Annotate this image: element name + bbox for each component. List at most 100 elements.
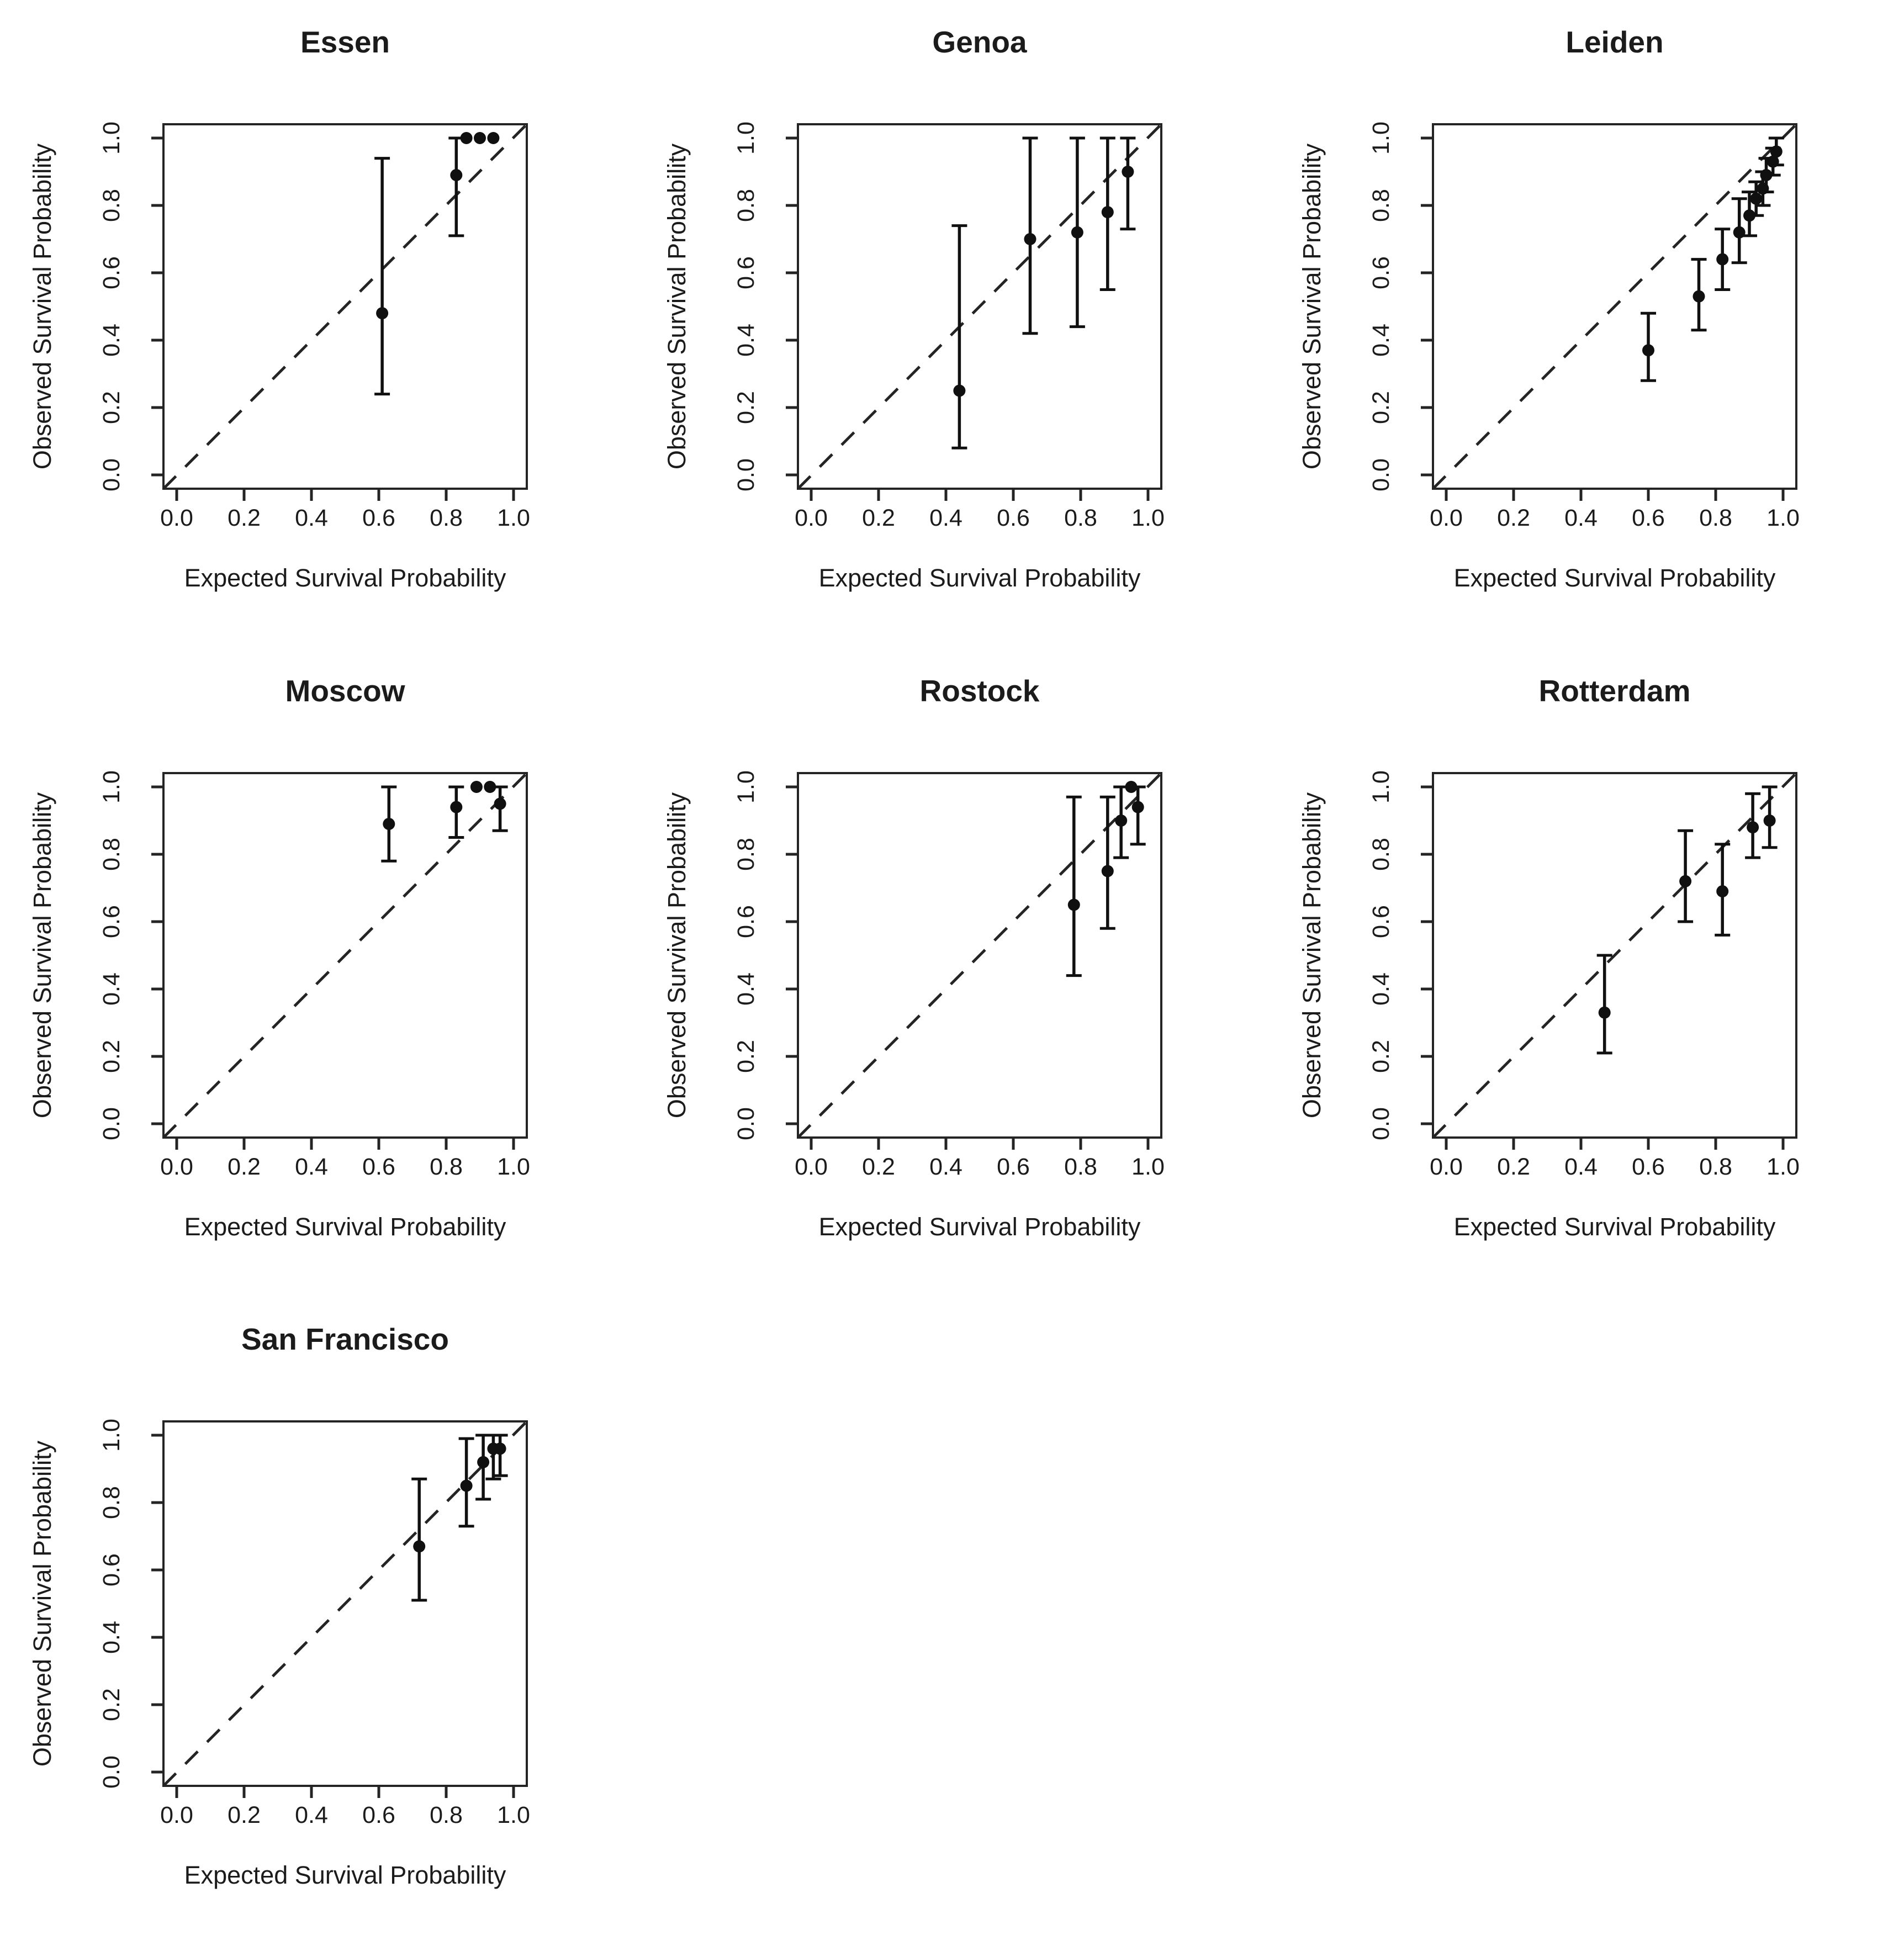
y-tick-label: 0.6	[98, 1553, 125, 1587]
x-tick-label: 0.6	[1632, 505, 1665, 531]
y-tick-label: 0.2	[98, 1688, 125, 1721]
identity-line	[162, 772, 528, 1139]
y-tick-label: 0.0	[1368, 458, 1394, 491]
data-point	[1750, 192, 1763, 205]
y-tick-label: 0.6	[98, 905, 125, 938]
y-tick-label: 0.6	[1368, 256, 1394, 289]
data-point	[1679, 875, 1692, 887]
y-tick-label: 1.0	[98, 770, 125, 803]
identity-line	[797, 123, 1162, 490]
data-point	[1071, 226, 1083, 239]
y-tick-label: 0.4	[1368, 324, 1394, 357]
plot-title: Moscow	[285, 674, 405, 708]
x-tick-label: 0.4	[1564, 1154, 1598, 1180]
x-tick-label: 0.4	[929, 1154, 962, 1180]
x-tick-label: 0.0	[795, 505, 828, 531]
data-point	[1763, 815, 1776, 827]
data-point	[1122, 166, 1134, 178]
data-point	[494, 797, 506, 810]
x-tick-label: 0.2	[1497, 505, 1530, 531]
data-point	[376, 307, 389, 320]
data-point	[1131, 801, 1144, 813]
plot-leiden-canvas: 0.0 0.2 0.4 0.6 0.8 1.0 0.0 0.2 0.4 0.6 0.8 1.0 Lei…	[1298, 25, 1800, 592]
y-tick-label: 0.4	[1368, 972, 1394, 1006]
y-tick-label: 1.0	[733, 770, 759, 803]
y-tick-label: 0.0	[98, 1755, 125, 1789]
data-point	[1747, 821, 1759, 834]
y-tick-label: 0.6	[1368, 905, 1394, 938]
plot-rostock-canvas: 0.0 0.2 0.4 0.6 0.8 1.0 0.0 0.2 0.4 0.6 0.8 1.0 Ros…	[663, 674, 1165, 1241]
plot-rotterdam-canvas: 0.0 0.2 0.4 0.6 0.8 1.0 0.0 0.2 0.4 0.6 0.8 1.0 Rot…	[1298, 674, 1800, 1241]
y-tick-label: 0.4	[733, 324, 759, 357]
data-point	[460, 132, 473, 144]
plot-genoa-canvas: 0.0 0.2 0.4 0.6 0.8 1.0 0.0 0.2 0.4 0.6 0.8 1.0 Gen…	[663, 25, 1165, 592]
y-tick-label: 0.8	[1368, 189, 1394, 222]
y-tick-label: 1.0	[1368, 770, 1394, 803]
x-tick-label: 0.2	[228, 1154, 261, 1180]
y-tick-label: 0.4	[98, 972, 125, 1006]
calibration-plot-rostock: 0.0 0.2 0.4 0.6 0.8 1.0 0.0 0.2 0.4 0.6 0.8 1.0 Ros…	[634, 649, 1269, 1298]
y-tick-label: 1.0	[1368, 121, 1394, 155]
y-tick-label: 0.6	[733, 905, 759, 938]
y-tick-label: 0.4	[98, 1621, 125, 1654]
x-tick-label: 0.6	[997, 1154, 1030, 1180]
data-point	[450, 169, 463, 182]
x-axis-label: Expected Survival Probability	[819, 564, 1141, 592]
plot-title: Essen	[300, 25, 390, 59]
plot-title: Rostock	[920, 674, 1040, 708]
x-tick-label: 1.0	[497, 1802, 530, 1828]
data-point	[460, 1479, 473, 1492]
x-tick-label: 0.0	[1430, 505, 1463, 531]
data-point	[953, 384, 966, 397]
y-tick-label: 0.0	[733, 1107, 759, 1140]
data-point	[1716, 253, 1729, 266]
x-tick-label: 0.4	[295, 1154, 328, 1180]
x-tick-label: 0.8	[1064, 505, 1097, 531]
data-point	[487, 132, 500, 144]
data-point	[494, 1442, 506, 1455]
identity-line	[162, 1420, 528, 1787]
y-tick-label: 0.0	[98, 458, 125, 491]
x-tick-label: 0.6	[1632, 1154, 1665, 1180]
data-point	[484, 781, 496, 793]
x-tick-label: 0.2	[862, 505, 895, 531]
y-tick-label: 0.2	[98, 391, 125, 424]
y-tick-label: 1.0	[733, 121, 759, 155]
x-axis-label: Expected Survival Probability	[184, 1213, 506, 1241]
x-axis-label: Expected Survival Probability	[1454, 1213, 1776, 1241]
y-tick-label: 0.0	[98, 1107, 125, 1140]
y-axis-label: Observed Survival Probability	[28, 1440, 56, 1767]
x-tick-label: 1.0	[1131, 505, 1165, 531]
data-point	[477, 1456, 490, 1468]
x-tick-label: 1.0	[497, 1154, 530, 1180]
data-point	[383, 818, 395, 831]
y-tick-label: 0.8	[733, 189, 759, 222]
plot-box	[797, 772, 1162, 1139]
x-tick-label: 0.2	[862, 1154, 895, 1180]
x-tick-label: 0.6	[997, 505, 1030, 531]
identity-line	[162, 123, 528, 490]
plot-moscow-canvas: 0.0 0.2 0.4 0.6 0.8 1.0 0.0 0.2 0.4 0.6 0.8 1.0 Mos…	[28, 674, 530, 1241]
x-tick-label: 0.4	[929, 505, 962, 531]
calibration-plot-genoa: 0.0 0.2 0.4 0.6 0.8 1.0 0.0 0.2 0.4 0.6 0.8 1.0 Gen…	[634, 0, 1269, 649]
y-tick-label: 0.2	[98, 1040, 125, 1073]
y-tick-label: 0.6	[98, 256, 125, 289]
data-point	[1598, 1006, 1611, 1019]
x-axis-label: Expected Survival Probability	[184, 1861, 506, 1889]
data-point	[470, 781, 483, 793]
x-tick-label: 0.6	[362, 505, 395, 531]
y-axis-label: Observed Survival Probability	[663, 792, 691, 1118]
y-tick-label: 0.0	[733, 458, 759, 491]
y-tick-label: 0.8	[733, 838, 759, 871]
data-point	[1693, 290, 1705, 303]
x-tick-label: 1.0	[497, 505, 530, 531]
x-tick-label: 1.0	[1131, 1154, 1165, 1180]
y-axis-label: Observed Survival Probability	[1298, 143, 1326, 469]
x-tick-label: 0.2	[228, 1802, 261, 1828]
x-tick-label: 0.0	[1430, 1154, 1463, 1180]
data-point	[1101, 865, 1114, 877]
calibration-plot-essen: 0.0 0.2 0.4 0.6 0.8 1.0 0.0 0.2 0.4 0.6 0.8 1.0 Ess…	[0, 0, 634, 649]
data-point	[1101, 206, 1114, 219]
plot-box	[797, 123, 1162, 490]
x-axis-label: Expected Survival Probability	[184, 564, 506, 592]
